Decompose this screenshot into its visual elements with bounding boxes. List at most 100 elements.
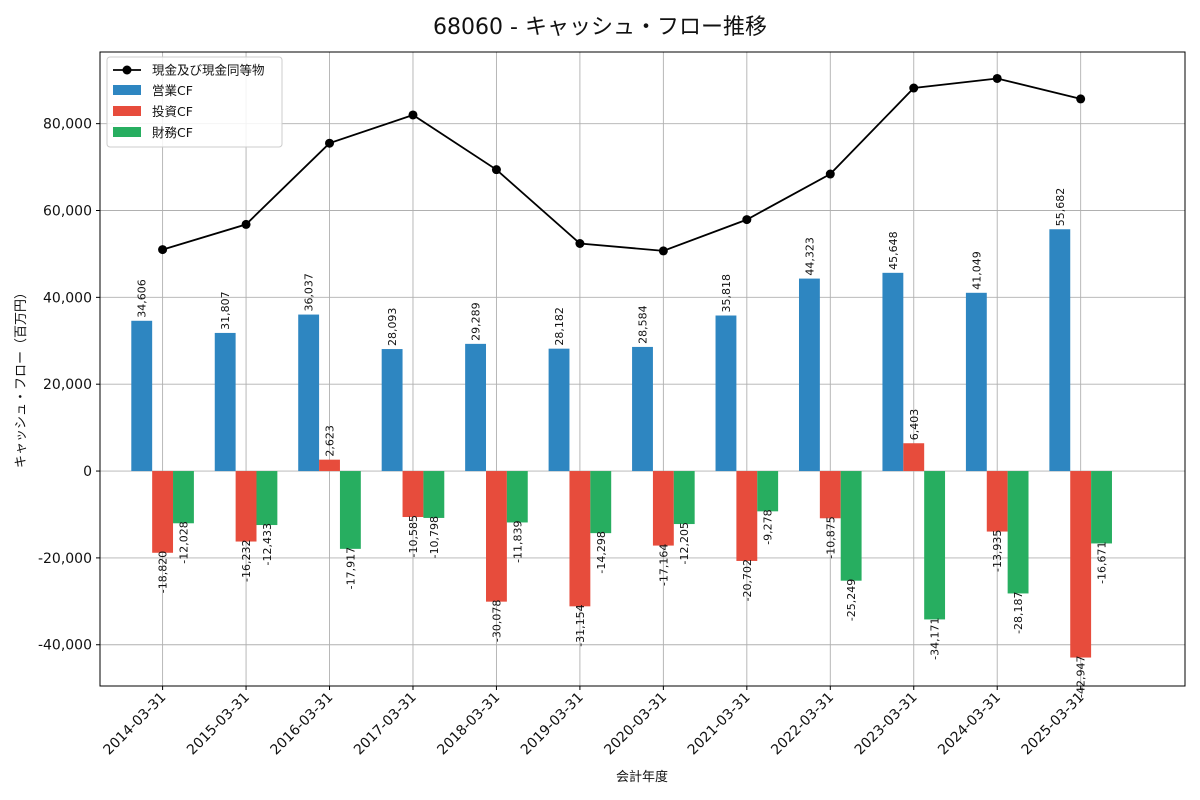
y-tick-label: 40,000	[43, 290, 92, 306]
investing-cf-bar	[152, 471, 174, 553]
legend-swatch-investing	[113, 106, 141, 116]
investing-cf-value-label: -42,947	[1075, 656, 1088, 698]
bar-layer	[131, 229, 1112, 658]
operating-cf-bar	[214, 332, 236, 472]
x-tick-label: 2020-03-31	[601, 690, 670, 759]
investing-cf-value-label: -31,154	[574, 604, 587, 646]
operating-cf-value-label: 29,289	[470, 302, 483, 341]
financing-cf-bar	[423, 471, 445, 518]
financing-cf-bar	[757, 471, 779, 512]
x-tick-label: 2019-03-31	[518, 690, 587, 759]
legend-swatch-financing	[113, 127, 141, 137]
operating-cf-value-label: 28,182	[553, 307, 566, 346]
x-tick-label: 2024-03-31	[935, 690, 1004, 759]
investing-cf-value-label: 2,623	[324, 425, 337, 457]
investing-cf-value-label: -20,702	[741, 559, 754, 601]
operating-cf-bar	[465, 343, 487, 472]
operating-cf-bar	[131, 320, 153, 472]
legend-swatch-operating	[113, 85, 141, 95]
financing-cf-bar	[1007, 471, 1029, 594]
investing-cf-bar	[652, 471, 674, 546]
x-tick-label: 2023-03-31	[852, 690, 921, 759]
operating-cf-bar	[548, 348, 570, 472]
financing-cf-bar	[339, 471, 361, 549]
cash-line	[162, 77, 1081, 252]
investing-cf-value-label: -18,820	[157, 551, 170, 593]
x-tick-label: 2014-03-31	[101, 690, 170, 759]
cash-point	[742, 215, 752, 225]
operating-cf-bar	[965, 292, 987, 472]
investing-cf-value-label: -17,164	[657, 544, 670, 586]
cash-point	[408, 110, 418, 120]
investing-cf-bar	[1070, 471, 1092, 658]
y-tick-label: -40,000	[38, 638, 92, 654]
financing-cf-value-label: -28,187	[1012, 591, 1025, 633]
operating-cf-value-label: 31,807	[219, 291, 232, 330]
investing-cf-value-label: -10,875	[824, 516, 837, 558]
operating-cf-value-label: 44,323	[803, 237, 816, 276]
x-axis-label: 会計年度	[616, 769, 668, 785]
y-tick-label: 80,000	[43, 117, 92, 133]
operating-cf-value-label: 45,648	[887, 231, 900, 270]
financing-cf-bar	[173, 471, 194, 524]
investing-cf-value-label: -16,232	[240, 540, 253, 582]
operating-cf-value-label: 55,682	[1054, 188, 1067, 227]
x-tick-label: 2015-03-31	[184, 690, 253, 759]
cash-point	[241, 219, 251, 229]
investing-cf-bar	[736, 471, 758, 561]
financing-cf-bar	[840, 471, 862, 581]
x-tick-label: 2017-03-31	[351, 690, 420, 759]
investing-cf-value-label: -13,935	[991, 530, 1004, 572]
investing-cf-value-label: -10,585	[407, 515, 420, 557]
investing-cf-bar	[486, 471, 507, 602]
plot-frame	[99, 51, 1186, 687]
investing-cf-value-label: -30,078	[490, 600, 503, 642]
y-tick-label: 0	[83, 464, 92, 480]
financing-cf-value-label: -12,028	[177, 521, 190, 563]
cash-point	[575, 239, 585, 249]
x-tick-label: 2022-03-31	[768, 690, 837, 759]
cash-point	[909, 83, 919, 93]
investing-cf-bar	[235, 471, 257, 542]
y-tick-label: 60,000	[43, 204, 92, 220]
operating-cf-bar	[882, 272, 904, 472]
operating-cf-bar	[632, 346, 653, 472]
legend-label-financing: 財務CF	[152, 125, 193, 140]
investing-cf-bar	[903, 443, 925, 472]
financing-cf-value-label: -12,205	[678, 522, 691, 564]
investing-cf-bar	[319, 459, 340, 472]
financing-cf-value-label: -11,839	[511, 520, 524, 562]
operating-cf-bar	[1049, 229, 1071, 472]
operating-cf-value-label: 28,093	[386, 308, 399, 347]
financing-cf-value-label: -10,798	[428, 516, 441, 558]
financing-cf-bar	[256, 471, 278, 526]
line-layer	[158, 73, 1086, 256]
x-tick-label: 2021-03-31	[685, 690, 754, 759]
operating-cf-bar	[715, 315, 737, 472]
cash-point	[825, 169, 835, 179]
investing-cf-bar	[986, 471, 1008, 532]
x-tick-label: 2025-03-31	[1019, 690, 1088, 759]
investing-cf-bar	[569, 471, 591, 607]
operating-cf-value-label: 28,584	[637, 305, 650, 344]
y-tick-label: -20,000	[38, 551, 92, 567]
financing-cf-value-label: -16,671	[1096, 541, 1109, 583]
y-tick-label: 20,000	[43, 377, 92, 393]
financing-cf-bar	[506, 471, 528, 523]
financing-cf-bar	[924, 471, 946, 620]
legend-label-cash: 現金及び現金同等物	[152, 63, 265, 78]
cash-point	[491, 165, 501, 175]
investing-cf-bar	[402, 471, 424, 518]
data-label-layer: 34,606 31,807 36,037 28,093 29,289 28,182 28,5…	[136, 188, 1109, 698]
financing-cf-value-label: -34,171	[929, 617, 942, 659]
operating-cf-bar	[381, 349, 403, 472]
cash-point	[658, 246, 668, 256]
financing-cf-bar	[673, 471, 695, 525]
operating-cf-value-label: 41,049	[970, 251, 983, 290]
cash-point	[325, 138, 335, 148]
cash-point	[992, 73, 1002, 83]
cash-point	[158, 245, 168, 255]
financing-cf-value-label: -25,249	[845, 579, 858, 621]
